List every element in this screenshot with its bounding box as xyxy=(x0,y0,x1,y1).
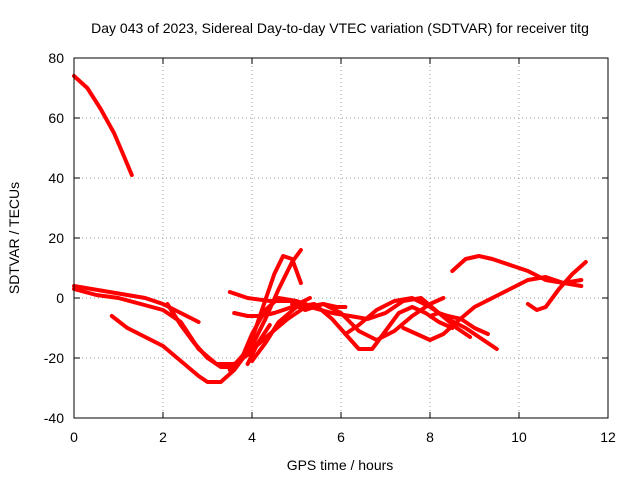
series-line-track-12 xyxy=(343,296,499,351)
y-tick-label: 0 xyxy=(56,290,64,306)
x-axis-title: GPS time / hours xyxy=(287,457,394,473)
series-line-track-13 xyxy=(401,275,584,342)
y-tick-label: -40 xyxy=(44,410,64,426)
x-tick-label: 0 xyxy=(70,429,78,445)
y-tick-label: 60 xyxy=(48,110,64,126)
y-tick-label: -20 xyxy=(44,350,64,366)
series-line-track-8 xyxy=(250,302,455,363)
series-line-track-4 xyxy=(109,248,303,384)
chart-title: Day 043 of 2023, Sidereal Day-to-day VTE… xyxy=(91,20,589,36)
x-tick-label: 12 xyxy=(600,429,616,445)
series-line-track-11 xyxy=(290,302,348,312)
y-tick-label: 20 xyxy=(48,230,64,246)
series-line-track-16 xyxy=(525,260,588,312)
series-line-track-1 xyxy=(72,74,134,177)
y-tick-label: 40 xyxy=(48,170,64,186)
x-tick-label: 10 xyxy=(511,429,527,445)
series-line-track-15 xyxy=(450,254,584,285)
series-line-track-2 xyxy=(72,284,201,324)
series-line-track-14 xyxy=(428,311,490,336)
x-tick-label: 8 xyxy=(426,429,434,445)
y-axis-title: SDTVAR / TECUs xyxy=(6,182,22,294)
x-tick-label: 4 xyxy=(248,429,256,445)
x-tick-label: 6 xyxy=(337,429,345,445)
data-series xyxy=(72,74,588,384)
y-tick-label: 80 xyxy=(48,50,64,66)
axis-ticks: 0 2 4 6 8 10 12 -40 -20 0 20 40 60 80 xyxy=(44,50,616,445)
x-tick-label: 2 xyxy=(159,429,167,445)
grid xyxy=(74,58,608,418)
